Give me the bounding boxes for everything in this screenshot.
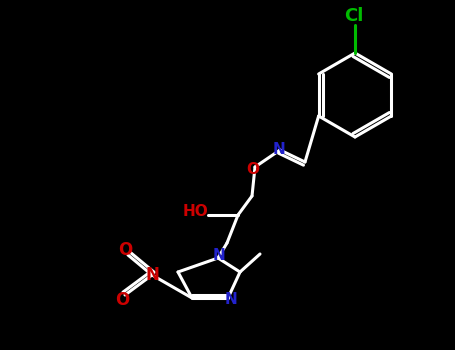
Text: N: N — [225, 293, 238, 308]
Text: N: N — [212, 248, 225, 264]
Text: N: N — [145, 266, 159, 284]
Text: O: O — [118, 241, 132, 259]
Text: HO: HO — [183, 204, 209, 219]
Text: O: O — [115, 291, 129, 309]
Text: N: N — [273, 141, 285, 156]
Text: Cl: Cl — [344, 7, 364, 25]
Text: O: O — [247, 162, 259, 177]
